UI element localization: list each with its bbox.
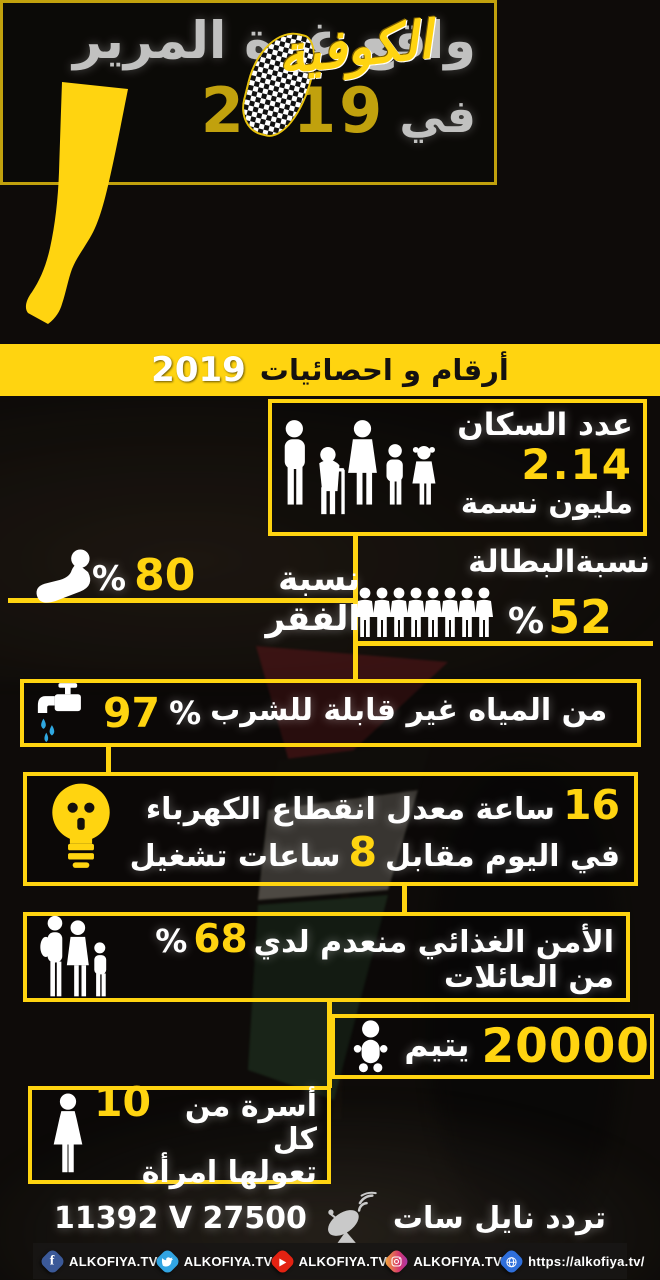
banner-label: أرقام و احصائيات xyxy=(259,353,509,387)
water-percent-sign: % xyxy=(169,694,202,732)
social-footer-bar: f ALKOFIYA.TV ALKOFIYA.TV ALKOFIYA.TV AL… xyxy=(33,1243,644,1279)
orphans-value: 20000 xyxy=(481,1019,650,1074)
unemployment-label: نسبةالبطالة xyxy=(468,544,650,580)
social-handle: ALKOFIYA.TV xyxy=(298,1253,388,1269)
connector-line-population xyxy=(353,536,358,682)
unemployment-stat: 52 % xyxy=(356,582,652,645)
unemployment-value: 52 xyxy=(548,590,613,645)
website-url: https://alkofiya.tv/ xyxy=(528,1253,645,1269)
women-households-value: 10 xyxy=(94,1077,152,1126)
electricity-outage-hours: 16 xyxy=(562,780,620,829)
baby-icon xyxy=(353,1019,388,1072)
connector-line-electricity xyxy=(402,886,407,913)
population-value: 2.14 xyxy=(521,440,633,490)
electricity-text: 16 ساعة معدل انقطاع الكهرباء في اليوم مق… xyxy=(121,780,634,876)
social-link-facebook[interactable]: f ALKOFIYA.TV xyxy=(39,1247,158,1275)
water-stat-box: 97 % من المياه غير قابلة للشرب xyxy=(20,679,641,747)
twitter-icon xyxy=(153,1247,181,1275)
globe-icon xyxy=(498,1247,526,1275)
orphans-stat-box: يتيم 20000 xyxy=(331,1014,654,1079)
electricity-line2-start: في اليوم مقابل xyxy=(385,839,620,874)
social-link-twitter[interactable]: ALKOFIYA.TV xyxy=(153,1247,273,1275)
satellite-dish-icon xyxy=(327,1191,377,1243)
women-households-line1: أسرة من كل 10 xyxy=(94,1077,317,1157)
orphans-label: يتيم xyxy=(404,1025,470,1064)
social-link-instagram[interactable]: ALKOFIYA.TV xyxy=(383,1247,503,1275)
electricity-line1: 16 ساعة معدل انقطاع الكهرباء xyxy=(121,780,620,829)
electricity-on-hours: 8 xyxy=(348,828,378,876)
poverty-underline xyxy=(8,598,357,603)
lightbulb-icon xyxy=(52,783,110,868)
facebook-icon: f xyxy=(39,1247,66,1275)
faucet-icon xyxy=(37,683,81,742)
women-households-label: أسرة من كل xyxy=(184,1088,317,1157)
youtube-icon xyxy=(268,1247,296,1275)
food-security-label: الأمن الغذائي منعدم لدي xyxy=(253,925,614,961)
food-security-text: الأمن الغذائي منعدم لدي 68 % من العائلات xyxy=(113,917,626,995)
instagram-icon xyxy=(383,1247,411,1275)
family-icon xyxy=(284,420,436,515)
frequency-label: تردد نايل سات xyxy=(392,1200,606,1236)
woman-icon xyxy=(53,1093,83,1173)
women-households-line2: تعولها امرأة xyxy=(141,1154,317,1190)
subtitle-banner: أرقام و احصائيات 2019 xyxy=(0,344,660,396)
electricity-stat-box: 16 ساعة معدل انقطاع الكهرباء في اليوم مق… xyxy=(23,772,638,886)
population-text: عدد السكان 2.14 مليون نسمة xyxy=(457,407,633,520)
food-security-line2: من العائلات xyxy=(444,959,614,995)
gaza-strip-map-icon xyxy=(25,82,129,324)
unemployment-number: 52 % xyxy=(508,590,613,645)
water-value: 97 xyxy=(103,688,161,737)
frequency-value: 11392 V 27500 xyxy=(54,1200,307,1236)
population-stat-box: عدد السكان 2.14 مليون نسمة xyxy=(268,399,647,536)
women-households-stat-box: أسرة من كل 10 تعولها امرأة xyxy=(28,1079,331,1189)
food-security-percent-sign: % xyxy=(155,922,188,961)
connector-line-water xyxy=(106,747,111,775)
electricity-line1-text: ساعة معدل انقطاع الكهرباء xyxy=(145,791,555,827)
social-link-youtube[interactable]: ALKOFIYA.TV xyxy=(268,1247,388,1275)
unemployment-underline xyxy=(357,641,653,646)
population-title: عدد السكان xyxy=(457,407,633,443)
title-word-in: في xyxy=(399,88,476,143)
banner-year: 2019 xyxy=(151,350,246,390)
water-label: من المياه غير قابلة للشرب xyxy=(210,693,608,728)
displaced-family-icon xyxy=(40,915,107,997)
logo-wordmark: الكوفية xyxy=(275,10,436,87)
food-security-line1: الأمن الغذائي منعدم لدي 68 % xyxy=(113,917,614,963)
poverty-stat: نسبة الفقر 80 % xyxy=(92,550,360,639)
crouching-person-icon xyxy=(36,549,91,603)
food-security-stat-box: الأمن الغذائي منعدم لدي 68 % من العائلات xyxy=(23,912,630,1002)
social-handle: ALKOFIYA.TV xyxy=(183,1253,273,1269)
poverty-value: 80 xyxy=(134,550,196,601)
social-handle: ALKOFIYA.TV xyxy=(413,1253,503,1269)
population-unit: مليون نسمة xyxy=(460,485,633,520)
women-households-text: أسرة من كل 10 تعولها امرأة xyxy=(94,1077,327,1191)
alkofiya-channel-logo: الكوفية xyxy=(228,4,438,144)
social-link-website[interactable]: https://alkofiya.tv/ xyxy=(498,1247,645,1275)
crowd-icon xyxy=(356,586,496,640)
poverty-percent-sign: % xyxy=(92,559,127,599)
electricity-line2-end: ساعات تشغيل xyxy=(129,839,341,874)
social-handle: ALKOFIYA.TV xyxy=(69,1253,158,1269)
poverty-label: نسبة الفقر xyxy=(265,559,360,639)
unemployment-percent-sign: % xyxy=(508,601,545,643)
broadcast-frequency-row: 11392 V 27500 تردد نايل سات xyxy=(0,1191,660,1244)
food-security-value: 68 xyxy=(193,917,248,963)
electricity-line2: في اليوم مقابل 8 ساعات تشغيل xyxy=(121,828,620,876)
